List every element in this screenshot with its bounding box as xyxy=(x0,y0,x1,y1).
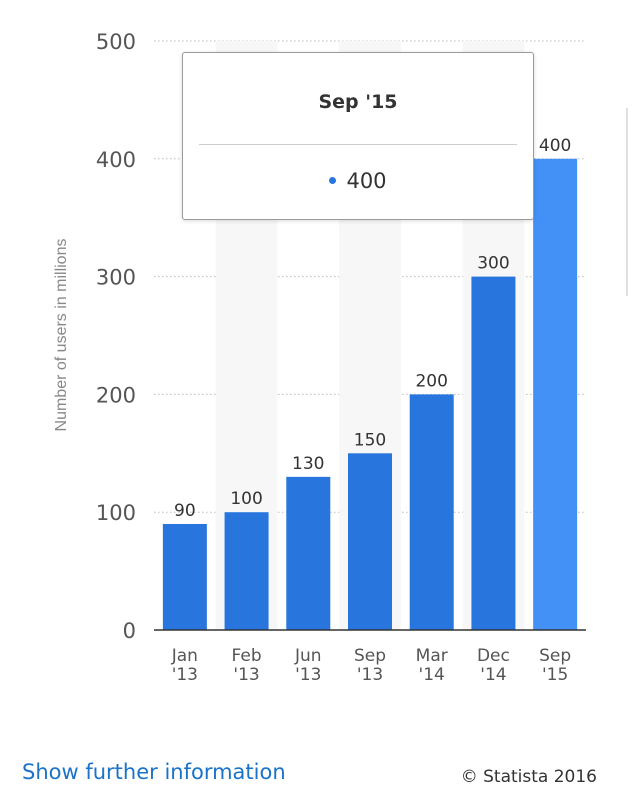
x-tick-label: Sep '15 xyxy=(539,646,571,685)
y-axis-label: Number of users in millions xyxy=(53,239,70,432)
y-tick-label: 200 xyxy=(96,383,136,407)
x-tick-label: Feb '13 xyxy=(232,646,262,685)
show-further-information-link[interactable]: Show further information xyxy=(22,760,286,784)
data-label: 200 xyxy=(415,371,447,391)
tooltip-divider xyxy=(199,144,517,145)
series-dot-icon xyxy=(329,176,337,184)
tooltip: Sep '15 400 xyxy=(182,52,534,220)
data-label: 300 xyxy=(477,254,509,274)
copyright-text: © Statista 2016 xyxy=(460,767,597,787)
bar[interactable] xyxy=(162,523,207,630)
bar[interactable] xyxy=(348,453,392,630)
y-tick-label: 0 xyxy=(123,619,136,643)
data-label: 130 xyxy=(292,454,324,474)
x-tick-label: Jan '13 xyxy=(171,646,198,685)
y-tick-label: 100 xyxy=(96,501,136,525)
bar[interactable] xyxy=(409,394,454,630)
y-tick-label: 500 xyxy=(96,30,136,54)
bar[interactable] xyxy=(471,276,516,630)
bar[interactable] xyxy=(533,158,578,631)
bar[interactable] xyxy=(286,476,331,630)
value-labels: 90 100 130 150 200 300 400 xyxy=(174,136,571,521)
tooltip-value-row: 400 xyxy=(183,169,533,193)
x-axis-ticks: Jan '13 Feb '13 Jun '13 Sep '13 Mar '14 Dec '14 Sep '… xyxy=(171,646,571,685)
x-tick-label: Mar '14 xyxy=(416,646,448,685)
data-label: 150 xyxy=(354,430,386,450)
data-label: 90 xyxy=(174,501,196,521)
bar[interactable] xyxy=(224,512,269,630)
bars[interactable] xyxy=(162,158,578,631)
x-tick-label: Jun '13 xyxy=(294,646,322,685)
tooltip-value: 400 xyxy=(346,169,387,193)
tooltip-title: Sep '15 xyxy=(318,91,398,113)
y-tick-label: 300 xyxy=(96,266,136,290)
scrollbar-edge xyxy=(626,108,628,296)
y-tick-label: 400 xyxy=(96,148,136,172)
y-axis-ticks: 0 100 200 300 400 500 xyxy=(96,30,136,643)
data-label: 400 xyxy=(539,136,571,156)
x-tick-label: Sep '13 xyxy=(354,646,386,685)
data-label: 100 xyxy=(230,489,262,509)
x-tick-label: Dec '14 xyxy=(477,646,510,685)
